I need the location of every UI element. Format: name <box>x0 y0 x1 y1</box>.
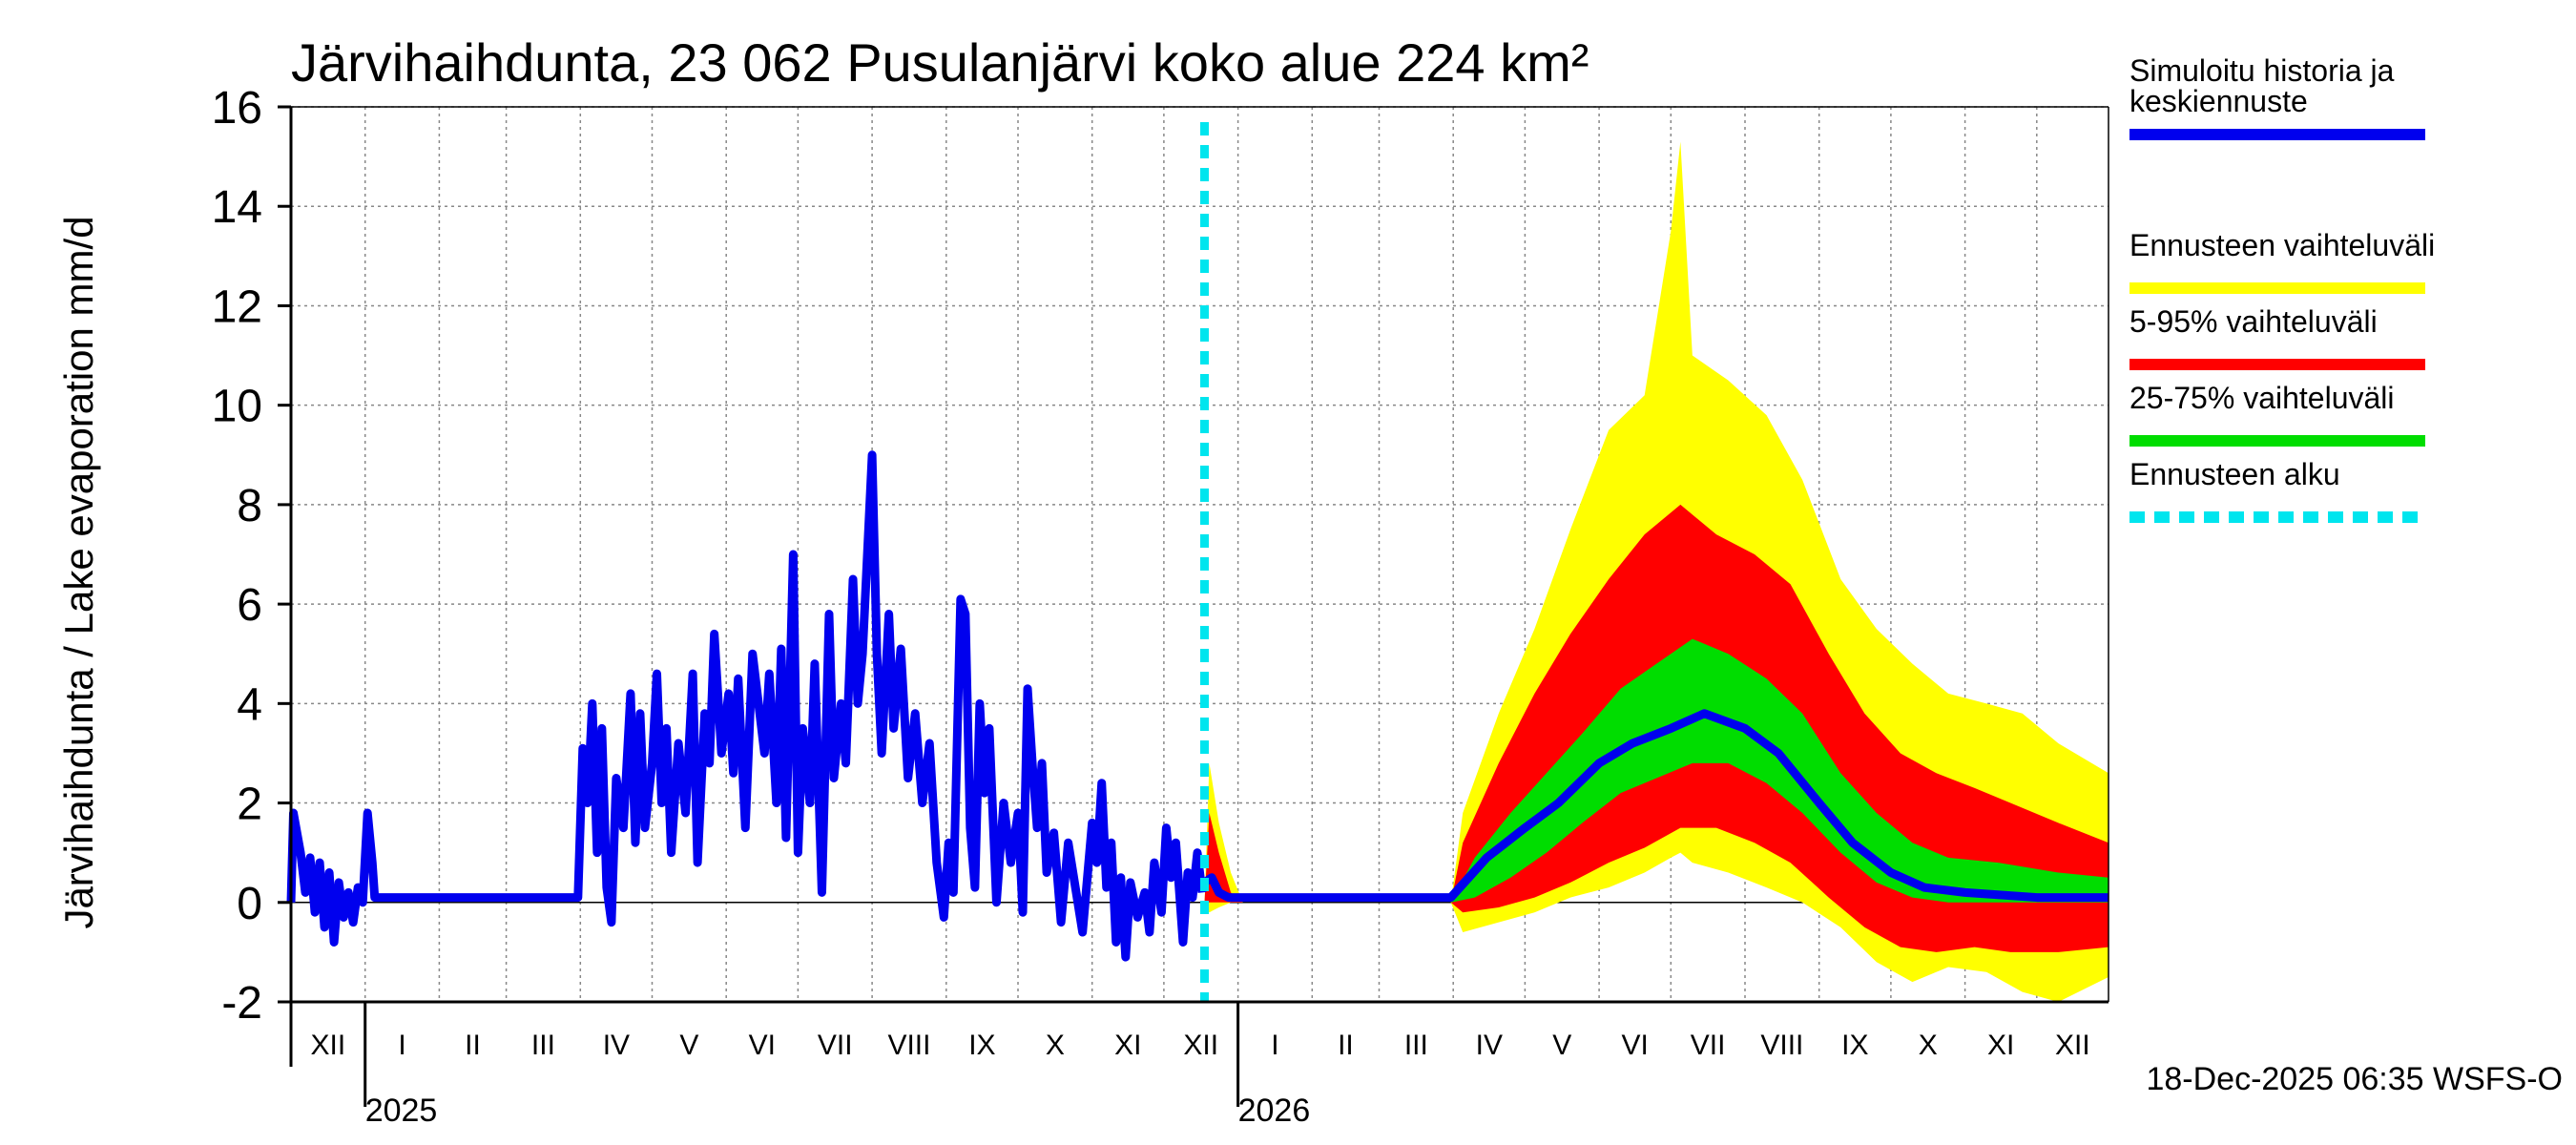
month-label: VII <box>1691 1030 1726 1061</box>
month-label: XII <box>2055 1030 2090 1061</box>
year-label: 2025 <box>365 1093 438 1129</box>
month-label: XI <box>1114 1030 1141 1061</box>
y-tick-label: 8 <box>237 481 262 531</box>
y-tick-label: 12 <box>212 281 262 332</box>
month-label: IV <box>603 1030 630 1061</box>
y-tick-label: 4 <box>237 679 262 730</box>
band-25-75-vaihteluv-li <box>1450 638 2109 903</box>
month-label: VIII <box>887 1030 930 1061</box>
month-label: II <box>1338 1030 1354 1061</box>
y-tick-label: 6 <box>237 580 262 631</box>
forecast-bands <box>1204 141 2109 1002</box>
y-tick-label: 16 <box>212 83 262 134</box>
month-label: VII <box>818 1030 853 1061</box>
month-label: VI <box>1622 1030 1649 1061</box>
median-forecast-line <box>1201 709 2109 903</box>
month-label: VIII <box>1760 1030 1803 1061</box>
y-tick-label: 2 <box>237 780 262 830</box>
month-label: XII <box>311 1030 346 1061</box>
year-labels: 2025 2026 <box>364 1002 1311 1129</box>
month-label: IX <box>1841 1030 1868 1061</box>
month-label: I <box>398 1030 405 1061</box>
history-line <box>286 450 1207 962</box>
month-label: V <box>1552 1030 1571 1061</box>
month-label: X <box>1046 1030 1065 1061</box>
footer-timestamp: 18-Dec-2025 06:35 WSFS-O <box>2146 1061 2563 1097</box>
y-axis-label: Järvihaihdunta / Lake evaporation mm/d <box>56 216 101 928</box>
month-label: X <box>1919 1030 1938 1061</box>
y-ticks: -2 0 2 4 6 8 10 12 14 16 <box>212 83 291 1029</box>
legend-label: keskiennuste <box>2129 84 2308 118</box>
axes <box>289 106 2109 1067</box>
month-label: VI <box>749 1030 776 1061</box>
y-tick-label: -2 <box>221 978 262 1029</box>
month-label: III <box>531 1030 555 1061</box>
month-label: IV <box>1476 1030 1503 1061</box>
legend-label: 5-95% vaihteluväli <box>2129 304 2378 339</box>
month-label: V <box>679 1030 698 1061</box>
legend-label: Simuloitu historia ja <box>2129 53 2395 88</box>
month-label: I <box>1271 1030 1278 1061</box>
month-label: IX <box>968 1030 995 1061</box>
month-label: XI <box>1987 1030 2014 1061</box>
legend-label: Ennusteen vaihteluväli <box>2129 228 2435 262</box>
month-label: III <box>1404 1030 1428 1061</box>
month-label: II <box>465 1030 481 1061</box>
series-lines <box>286 122 2109 1002</box>
month-labels: XII I II III IV V VI VII VIII IX X XI XII I II III IV V VI… <box>311 1030 2090 1061</box>
y-tick-label: 14 <box>212 182 262 233</box>
year-label: 2026 <box>1238 1093 1311 1129</box>
y-tick-label: 10 <box>212 382 262 432</box>
month-label: XII <box>1183 1030 1218 1061</box>
y-tick-label: 0 <box>237 879 262 929</box>
chart-title: Järvihaihdunta, 23 062 Pusulanjärvi koko… <box>291 32 1589 93</box>
legend-label: Ennusteen alku <box>2129 457 2340 491</box>
legend-label: 25-75% vaihteluväli <box>2129 381 2395 415</box>
